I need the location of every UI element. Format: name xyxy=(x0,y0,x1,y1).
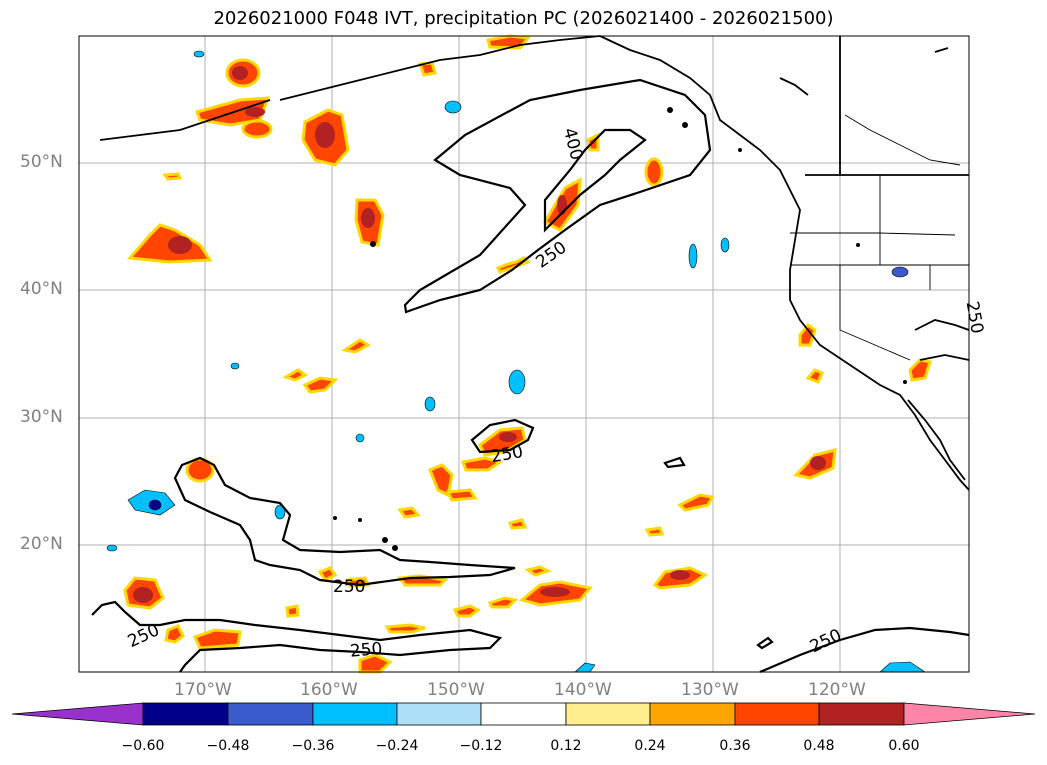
colorbar-tick-label: −0.48 xyxy=(206,738,250,754)
colorbar-tick-label: −0.60 xyxy=(121,738,165,754)
contour-label: 250 xyxy=(333,577,365,597)
lon-label: 130°W xyxy=(681,680,739,700)
colorbar-segment xyxy=(227,702,314,726)
coastlines xyxy=(99,35,970,491)
colorbar-segment xyxy=(142,702,229,726)
colorbar-segment-extend-high xyxy=(903,702,1036,726)
colorbar-tick-label: 0.24 xyxy=(634,738,666,754)
lon-label: 160°W xyxy=(300,680,358,700)
lat-label: 40°N xyxy=(20,279,63,299)
state-borders xyxy=(790,114,969,361)
colorbar-tick-label: 0.48 xyxy=(803,738,835,754)
gridlines xyxy=(79,36,969,672)
map-frame xyxy=(78,35,970,673)
colorbar-segment xyxy=(818,702,905,726)
colorbar-segment xyxy=(480,702,567,726)
precip-negative-regions xyxy=(106,50,926,673)
contour-label: 250 xyxy=(349,639,383,662)
lat-label: 20°N xyxy=(20,534,63,554)
lat-label: 30°N xyxy=(20,407,63,427)
colorbar-segment-extend-low xyxy=(11,702,144,726)
colorbar-tick-label: −0.24 xyxy=(375,738,419,754)
lon-label: 170°W xyxy=(174,680,232,700)
lon-label: 120°W xyxy=(808,680,866,700)
lon-label: 150°W xyxy=(427,680,485,700)
lat-label: 50°N xyxy=(20,152,63,172)
colorbar-tick-label: 0.60 xyxy=(888,738,920,754)
islands xyxy=(333,107,907,551)
colorbar xyxy=(11,702,1036,726)
colorbar-segment xyxy=(734,702,820,726)
ivt-contours xyxy=(91,78,970,674)
colorbar-segment xyxy=(565,702,651,726)
colorbar-segment xyxy=(396,702,482,726)
colorbar-segment xyxy=(312,702,398,726)
colorbar-tick-label: −0.36 xyxy=(291,738,335,754)
colorbar-tick-label: 0.12 xyxy=(550,738,582,754)
colorbar-segment xyxy=(649,702,736,726)
colorbar-tick-label: −0.12 xyxy=(459,738,503,754)
map-area xyxy=(79,36,969,672)
lon-label: 140°W xyxy=(554,680,612,700)
map-title: 2026021000 F048 IVT, precipitation PC (2… xyxy=(213,8,834,29)
colorbar-tick-label: 0.36 xyxy=(719,738,751,754)
